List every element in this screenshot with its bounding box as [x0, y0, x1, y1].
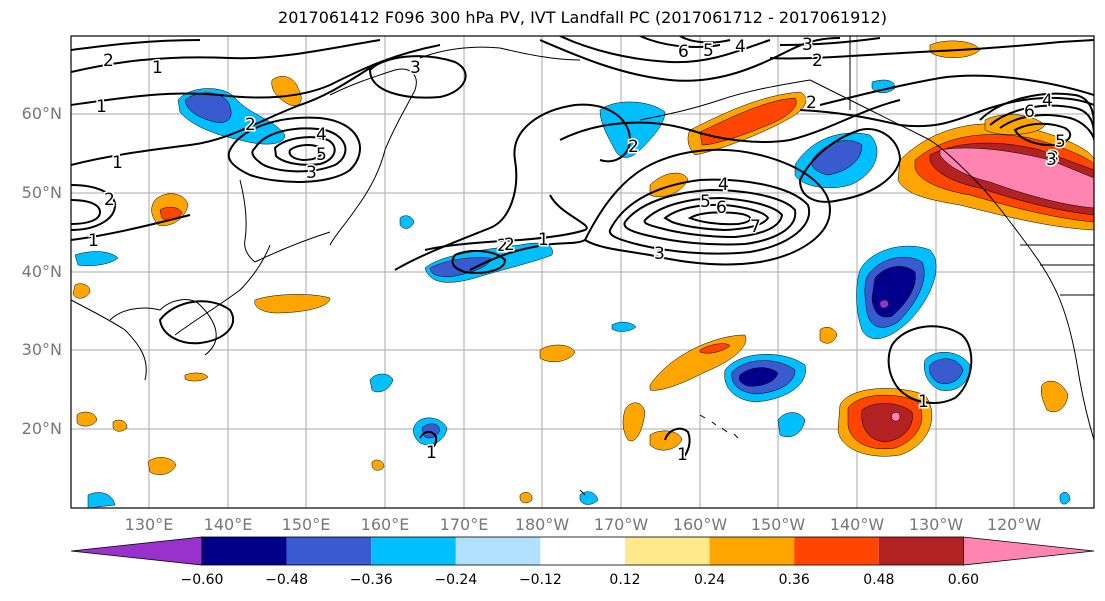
contour-label: 1 [152, 58, 163, 78]
lon-label: 130°E [124, 515, 174, 534]
colorbar-tick-label: −0.24 [434, 572, 478, 588]
contour-label: 5 [316, 145, 327, 165]
contour-label: 1 [112, 153, 123, 173]
contour-label: 4 [718, 175, 729, 195]
lon-label: 120°W [986, 515, 1042, 534]
lat-label: 30°N [21, 340, 62, 359]
colorbar-segment [709, 537, 795, 565]
colorbar-segment [371, 537, 456, 565]
contour-label: 4 [735, 37, 746, 57]
colorbar-tick-label: 0.24 [694, 572, 726, 588]
colorbar [70, 536, 1095, 566]
contour-label: 7 [750, 217, 761, 237]
contour-label: 1 [96, 97, 107, 117]
colorbar-segment [540, 537, 625, 565]
contour-label: 2 [812, 51, 823, 71]
map-title: 2017061412 F096 300 hPa PV, IVT Landfall… [278, 8, 887, 27]
contour-label: 3 [410, 58, 421, 78]
coastlines [71, 36, 1094, 496]
contour-labels: 2 1 1 1 2 1 3 2 4 5 3 2 3 3 2 6 5 4 2 2 … [87, 34, 1068, 467]
contour-label: 2 [245, 115, 256, 135]
map-frame [70, 35, 1095, 509]
contour-label: 6 [678, 42, 689, 62]
lon-label: 170°W [593, 515, 649, 534]
contour-label: 3 [1048, 148, 1059, 168]
contour-label: 6 [1024, 102, 1035, 122]
lon-label: 140°W [829, 515, 885, 534]
lon-label: 170°E [439, 515, 489, 534]
contour-label: 2 [504, 235, 515, 255]
pv-contours [71, 36, 1094, 459]
lon-label: 160°W [672, 515, 728, 534]
colorbar-tick-label: −0.48 [265, 572, 309, 588]
lon-label: 150°W [750, 515, 806, 534]
colorbar-segment [202, 537, 287, 565]
colorbar-segment [794, 537, 879, 565]
contour-label: 1 [677, 445, 688, 465]
colorbar-segment [878, 537, 964, 565]
contour-label: 6 [716, 198, 727, 218]
colorbar-segment [286, 537, 372, 565]
lat-label: 50°N [21, 183, 62, 202]
lat-label: 60°N [21, 104, 62, 123]
colorbar-tick-label: 0.48 [863, 572, 895, 588]
contour-label: 2 [628, 137, 639, 157]
colorbar-segment [625, 537, 710, 565]
colorbar-segment [455, 537, 541, 565]
lon-label: 150°E [281, 515, 331, 534]
contour-label: 2 [103, 51, 114, 71]
colorbar-tick-label: −0.12 [518, 572, 562, 588]
contour-label: 2 [104, 190, 115, 210]
contour-label: 1 [538, 230, 549, 250]
contour-label: 5 [700, 192, 711, 212]
lon-label: 130°W [908, 515, 964, 534]
contour-label: 1 [88, 231, 99, 251]
contour-label: 2 [806, 93, 817, 113]
shaded-field [72, 40, 1094, 508]
colorbar-tick-label: −0.36 [349, 572, 393, 588]
lon-label: 140°E [203, 515, 253, 534]
colorbar-tick-label: 0.36 [778, 572, 810, 588]
colorbar-tick-label: −0.60 [180, 572, 224, 588]
contour-label: 4 [316, 125, 327, 145]
lat-label: 20°N [21, 419, 62, 438]
contour-label: 1 [426, 443, 437, 463]
lat-label: 40°N [21, 262, 62, 281]
lon-label: 180°W [514, 515, 570, 534]
contour-label: 3 [1046, 150, 1057, 170]
colorbar-arrow-low [70, 536, 203, 566]
contour-label: 1 [918, 392, 929, 412]
lon-label: 160°E [360, 515, 410, 534]
contour-label: 3 [802, 35, 813, 55]
contour-label: 5 [703, 41, 714, 61]
contour-label: 3 [654, 244, 665, 264]
colorbar-tick-label: 0.60 [947, 572, 979, 588]
contour-label: 2 [497, 236, 508, 256]
contour-label: 5 [1055, 132, 1066, 152]
contour-label: 4 [1042, 91, 1053, 111]
contour-label: 3 [306, 163, 317, 183]
gridlines [71, 36, 1094, 508]
colorbar-arrow-high [963, 536, 1095, 566]
colorbar-tick-label: 0.12 [609, 572, 641, 588]
